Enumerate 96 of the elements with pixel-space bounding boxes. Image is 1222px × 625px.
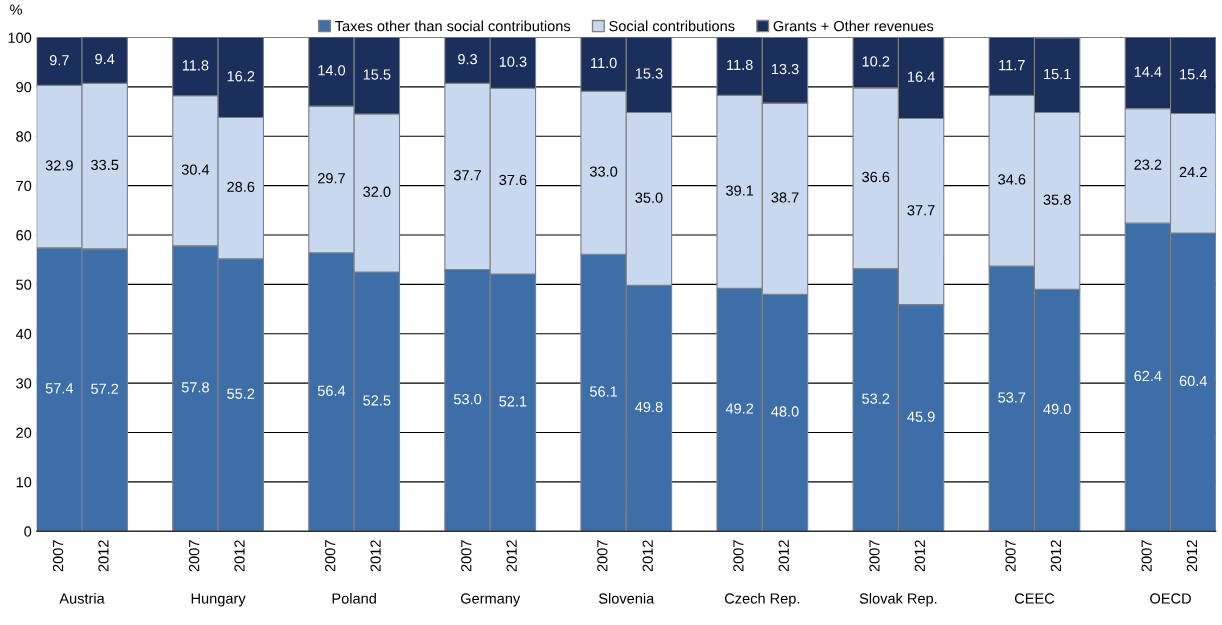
y-tick-label: 50 xyxy=(16,279,32,290)
data-label: 15.1 xyxy=(1044,69,1071,80)
text: Austria xyxy=(59,592,105,604)
legend-label: Taxes other than social contributions xyxy=(335,20,571,32)
data-label: 14.0 xyxy=(318,65,346,76)
x-tick-label: 2012 xyxy=(234,540,245,572)
y-tick-label: 80 xyxy=(16,131,32,142)
y-tick-label: 40 xyxy=(15,328,32,340)
y-tick-label: 0 xyxy=(24,526,32,537)
x-tick-label: 2007 xyxy=(869,540,880,572)
legend-label: Grants + Other revenues xyxy=(773,20,934,32)
data-label: 11.8 xyxy=(727,59,753,71)
data-label: 49.0 xyxy=(1043,403,1071,415)
data-label: 9.3 xyxy=(458,54,478,65)
legend-label: Social contributions xyxy=(609,20,735,32)
data-label: 16.4 xyxy=(908,71,935,82)
data-label: 9.4 xyxy=(95,53,115,65)
data-label: 55.2 xyxy=(227,388,255,399)
data-label: 16.2 xyxy=(227,71,255,82)
data-label: 28.6 xyxy=(227,181,255,193)
text: OECD xyxy=(1150,593,1191,604)
x-tick-label: 2007 xyxy=(461,540,472,572)
data-label: 56.1 xyxy=(589,386,618,397)
data-label: 32.0 xyxy=(363,186,391,197)
text: Slovak Rep. xyxy=(859,592,937,607)
data-label: 14.4 xyxy=(1134,66,1162,77)
x-tick-label: 2012 xyxy=(98,540,109,572)
data-label: 33.5 xyxy=(91,159,119,171)
y-tick-label: 60 xyxy=(16,230,32,241)
data-label: 30.4 xyxy=(181,164,210,175)
data-label: 10.2 xyxy=(862,56,890,67)
data-label: 45.9 xyxy=(907,411,935,422)
x-tick-label: 2012 xyxy=(506,540,517,572)
data-label: 49.8 xyxy=(635,401,663,413)
x-tick-label: 2012 xyxy=(1186,540,1198,572)
x-tick-label: 2012 xyxy=(370,540,381,572)
data-label: 37.7 xyxy=(453,170,481,181)
data-label: 38.7 xyxy=(771,192,799,203)
text: Czech Rep. xyxy=(724,592,800,607)
data-label: 23.2 xyxy=(1134,159,1162,170)
data-label: 53.7 xyxy=(998,392,1026,403)
data-label: 13.3 xyxy=(771,63,799,75)
text: Hungary xyxy=(191,593,246,607)
text: CEEC xyxy=(1014,593,1055,604)
data-label: 34.6 xyxy=(998,174,1026,185)
data-label: 29.7 xyxy=(318,173,345,184)
data-label: 53.0 xyxy=(453,393,482,405)
data-label: 35.0 xyxy=(635,192,663,203)
data-label: 56.4 xyxy=(317,385,346,396)
x-tick-label: 2007 xyxy=(52,540,64,572)
data-label: 57.2 xyxy=(91,383,119,394)
y-tick-label: 10 xyxy=(16,476,32,488)
data-label: 39.1 xyxy=(726,185,754,196)
data-label: 15.4 xyxy=(1180,69,1207,80)
text: Slovenia xyxy=(598,592,655,604)
data-label: 37.6 xyxy=(499,174,527,186)
data-label: 32.9 xyxy=(45,160,73,171)
x-tick-label: 2007 xyxy=(188,540,200,572)
data-label: 33.0 xyxy=(589,166,618,177)
data-label: 37.7 xyxy=(907,205,935,216)
data-label: 9.7 xyxy=(49,55,69,66)
y-tick-label: 30 xyxy=(16,378,32,389)
data-label: 11.8 xyxy=(182,60,209,71)
data-label: 49.2 xyxy=(725,403,754,414)
y-axis-title: % xyxy=(10,4,22,15)
data-label: 11.7 xyxy=(999,60,1025,71)
x-tick-label: 2007 xyxy=(733,540,744,572)
y-tick-label: 90 xyxy=(16,81,32,93)
x-tick-label: 2012 xyxy=(1050,540,1062,572)
data-label: 15.3 xyxy=(635,68,663,79)
y-tick-label: 20 xyxy=(16,427,32,438)
data-label: 53.2 xyxy=(862,393,890,404)
y-tick-label: 70 xyxy=(16,180,32,192)
y-tick-label: 100 xyxy=(8,32,32,43)
text: Poland xyxy=(332,592,376,604)
data-label: 52.5 xyxy=(363,395,391,406)
text: Germany xyxy=(460,593,521,607)
x-tick-label: 2007 xyxy=(597,540,608,572)
data-label: 11.0 xyxy=(591,57,617,69)
x-tick-label: 2007 xyxy=(1141,540,1152,572)
x-tick-label: 2007 xyxy=(325,540,336,572)
data-label: 62.4 xyxy=(1134,370,1162,382)
data-label: 15.5 xyxy=(363,69,391,80)
x-tick-label: 2012 xyxy=(914,540,925,572)
data-label: 57.8 xyxy=(181,382,209,393)
data-label: 60.4 xyxy=(1179,375,1207,387)
data-label: 52.1 xyxy=(499,396,527,407)
data-label: 24.2 xyxy=(1179,166,1207,178)
data-label: 48.0 xyxy=(771,406,799,417)
x-tick-label: 2012 xyxy=(642,540,653,572)
x-tick-label: 2012 xyxy=(778,540,789,572)
data-label: 57.4 xyxy=(45,383,74,394)
x-tick-label: 2007 xyxy=(1005,540,1016,572)
data-label: 10.3 xyxy=(499,56,527,67)
data-label: 36.6 xyxy=(862,171,890,183)
data-label: 35.8 xyxy=(1043,194,1071,205)
